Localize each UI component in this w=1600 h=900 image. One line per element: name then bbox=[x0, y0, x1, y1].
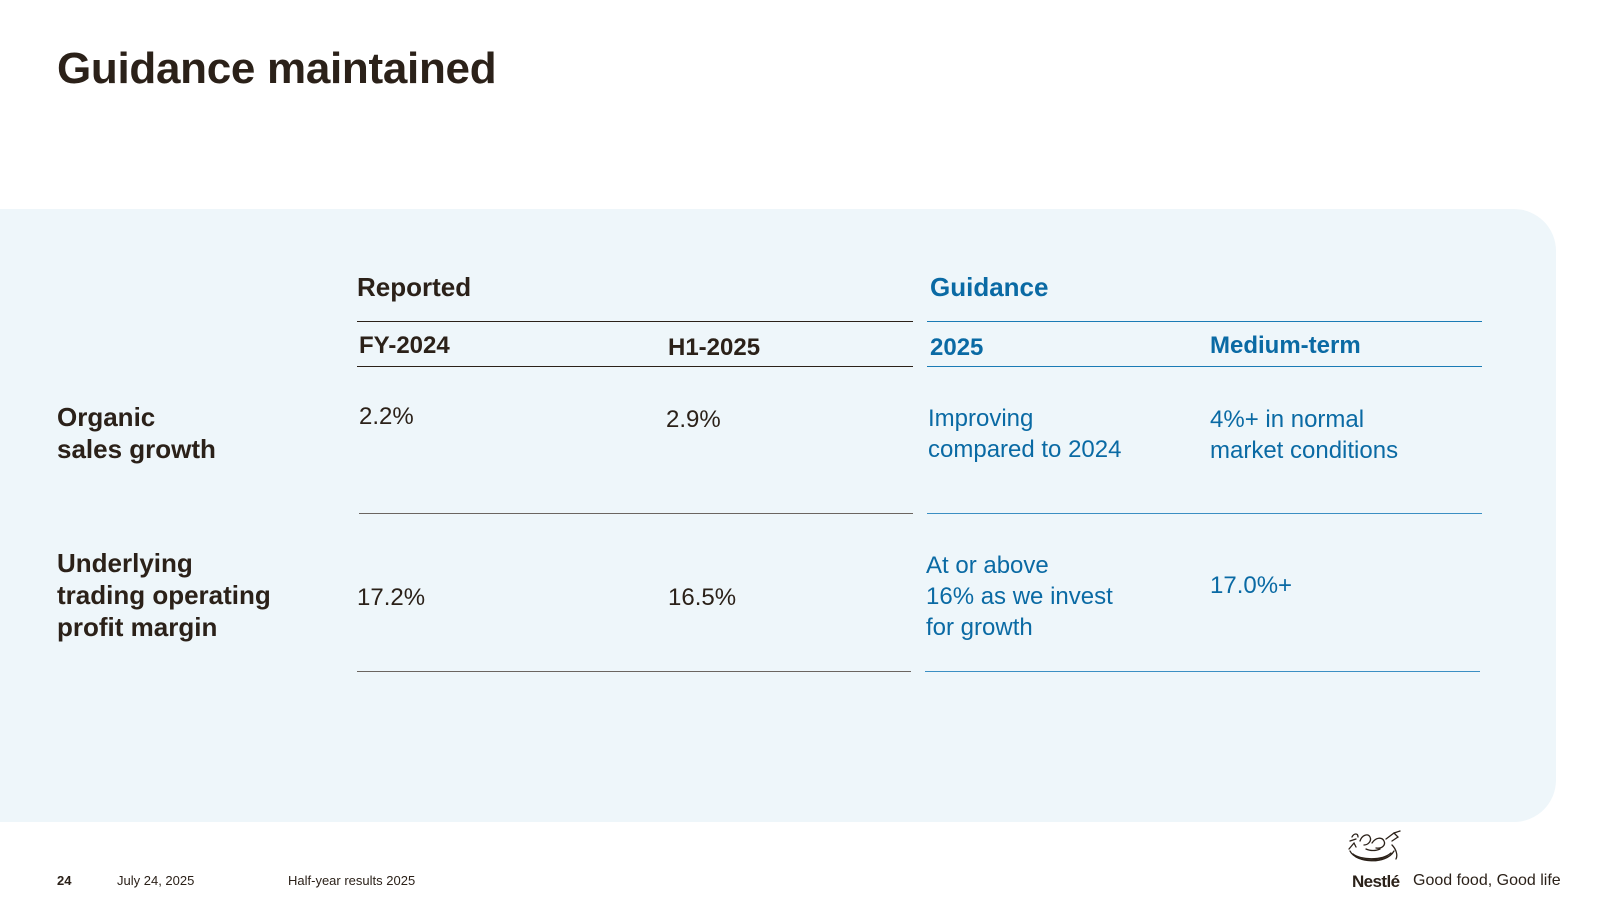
brand-tagline: Good food, Good life bbox=[1413, 872, 1561, 889]
nestle-wordmark: Nestlé bbox=[1352, 872, 1400, 891]
col-h12025: H1-2025 bbox=[668, 334, 761, 361]
footer-event: Half-year results 2025 bbox=[288, 873, 416, 888]
row-label-utop-margin: Underlying trading operating profit marg… bbox=[57, 547, 271, 643]
value-line: 4%+ in normal bbox=[1210, 406, 1365, 433]
table-bottom-rule-reported bbox=[357, 671, 911, 672]
value-line: compared to 2024 bbox=[928, 436, 1122, 463]
row-label-line: Underlying bbox=[57, 548, 193, 578]
value-organic-medium-term: 4%+ in normal market conditions bbox=[1210, 404, 1398, 466]
row-divider-reported bbox=[359, 513, 913, 514]
row-label-line: sales growth bbox=[57, 434, 216, 464]
value-utop-fy2024: 17.2% bbox=[357, 584, 426, 611]
value-organic-guidance-2025: Improving compared to 2024 bbox=[928, 403, 1121, 465]
value-utop-guidance-2025: At or above 16% as we invest for growth bbox=[926, 550, 1113, 643]
guidance-panel bbox=[0, 209, 1556, 822]
value-organic-h12025: 2.9% bbox=[666, 406, 721, 433]
footer-date: July 24, 2025 bbox=[117, 873, 195, 888]
page-number: 24 bbox=[57, 873, 72, 888]
row-divider-guidance bbox=[927, 513, 1482, 514]
guidance-header: Guidance bbox=[930, 272, 1049, 302]
value-organic-fy2024: 2.2% bbox=[359, 403, 414, 430]
column-header-rule-reported bbox=[357, 366, 913, 367]
col-fy2024: FY-2024 bbox=[359, 332, 450, 359]
nest-logo-icon bbox=[1348, 830, 1401, 862]
column-header-rule-guidance bbox=[927, 366, 1482, 367]
value-line: 17.0%+ bbox=[1210, 572, 1293, 599]
value-line: market conditions bbox=[1210, 437, 1399, 464]
value-line: At or above bbox=[926, 552, 1049, 579]
col-2025: 2025 bbox=[930, 334, 984, 361]
row-label-organic-growth: Organic sales growth bbox=[57, 401, 216, 465]
row-label-line: trading operating bbox=[57, 580, 271, 610]
table-bottom-rule-guidance bbox=[925, 671, 1480, 672]
reported-header-rule bbox=[357, 321, 913, 322]
value-line: Improving bbox=[928, 405, 1034, 432]
value-line: 16% as we invest bbox=[926, 583, 1113, 610]
value-utop-medium-term: 17.0%+ bbox=[1210, 570, 1292, 601]
value-line: for growth bbox=[926, 614, 1033, 641]
col-medium-term: Medium-term bbox=[1210, 332, 1361, 359]
reported-header: Reported bbox=[357, 272, 472, 302]
row-label-line: profit margin bbox=[57, 612, 218, 642]
value-utop-h12025: 16.5% bbox=[668, 584, 737, 611]
row-label-line: Organic bbox=[57, 402, 156, 432]
page-title: Guidance maintained bbox=[57, 44, 497, 93]
guidance-header-rule bbox=[927, 321, 1482, 322]
